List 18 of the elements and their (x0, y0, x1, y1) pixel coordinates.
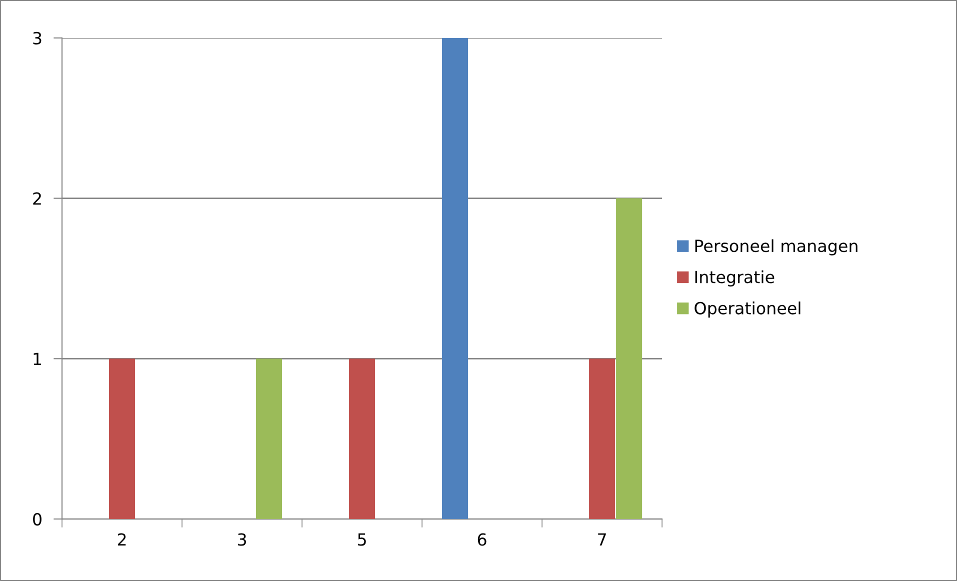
x-tick-label: 3 (238, 533, 246, 546)
y-tick-label: 0 (33, 512, 42, 526)
x-tick-label: 6 (478, 533, 486, 546)
bar (616, 198, 642, 520)
y-tick-label: 3 (33, 32, 42, 45)
y-tick-label: 1 (34, 352, 42, 365)
x-tick-label: 2 (118, 533, 126, 546)
legend-label: Personeel managen (695, 239, 858, 256)
x-tick-label: 7 (598, 533, 606, 546)
bar (256, 358, 282, 520)
bar (349, 358, 376, 520)
bar (442, 38, 468, 520)
y-tick-label: 2 (33, 192, 41, 205)
bar (108, 358, 136, 520)
x-tick-label: 5 (358, 533, 366, 546)
legend-label: Integratie (695, 270, 774, 287)
bar (589, 358, 616, 520)
legend-label: Operationeel (694, 302, 800, 318)
